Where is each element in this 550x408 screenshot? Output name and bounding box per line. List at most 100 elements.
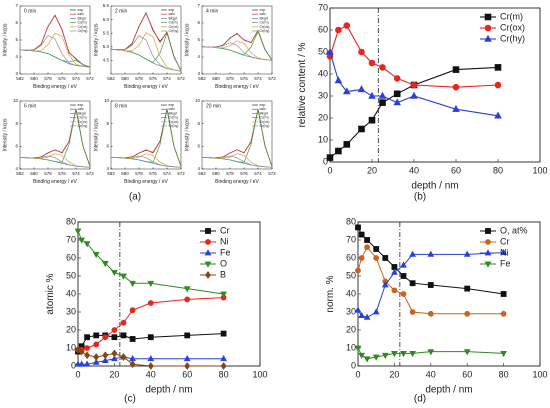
marker [427, 310, 434, 317]
y-tick-label: 10 [13, 98, 19, 103]
marker [93, 353, 100, 361]
x-tick-label: 20 [389, 369, 399, 379]
x-tick-label: 582 [198, 171, 206, 176]
x-tick-label: 578 [226, 171, 234, 176]
marker [147, 355, 155, 362]
y-tick-label: 20 [66, 324, 76, 334]
y-tick-label: 7 [15, 3, 18, 8]
legend-label: Cr(m) [500, 11, 523, 21]
x-tick-label: 576 [58, 171, 66, 176]
x-tick-label: 576 [240, 171, 248, 176]
marker [368, 116, 376, 124]
marker [326, 154, 334, 161]
y-tick-label: 80 [66, 216, 76, 226]
y-tick-label: 0 [351, 360, 356, 370]
marker [220, 291, 227, 298]
x-tick-label: 580 [212, 76, 220, 81]
legend-label: Cr(m) [260, 116, 269, 120]
marker [111, 349, 118, 358]
marker [120, 273, 127, 280]
legend-label: Cr(ox) [169, 25, 179, 29]
marker [393, 98, 402, 106]
marker [410, 81, 418, 89]
marker [83, 360, 91, 367]
y-axis-label: Intensity / kcps [184, 118, 190, 152]
marker [363, 356, 371, 363]
x-tick-label: 100 [532, 369, 547, 379]
series-line [202, 155, 273, 168]
x-axis-label: Binding energy / eV [33, 84, 77, 90]
legend-label: Cr(ox) [169, 120, 179, 124]
series-line [111, 35, 182, 72]
marker [400, 273, 407, 279]
x-tick-label: 100 [252, 369, 267, 379]
x-axis-label: depth / nm [425, 385, 472, 396]
marker [400, 261, 407, 268]
x-axis-label: Binding energy / eV [124, 179, 168, 185]
marker [373, 246, 380, 252]
series-line [329, 24, 499, 88]
x-tick-label: 578 [135, 76, 143, 81]
marker [184, 296, 191, 303]
x-tick-label: 572 [177, 76, 185, 81]
legend-marker [484, 13, 492, 21]
y-tick-label: 6 [15, 144, 18, 149]
legend-marker [204, 249, 212, 256]
marker [400, 291, 407, 297]
legend-label: calc [169, 12, 176, 16]
marker [120, 319, 127, 326]
marker [500, 351, 507, 358]
marker [147, 362, 154, 370]
marker [75, 345, 81, 354]
marker [378, 91, 387, 99]
legend-label: Cr(m) [260, 21, 269, 25]
legend-marker [485, 228, 491, 234]
x-tick-label: 80 [493, 165, 503, 175]
marker [335, 147, 342, 155]
x-tick-label: 100 [532, 165, 547, 175]
x-tick-label: 574 [254, 171, 262, 176]
marker [452, 83, 460, 91]
x-tick-label: 576 [149, 76, 157, 81]
y-axis-label: atomic % [45, 273, 56, 314]
marker [129, 360, 136, 369]
x-tick-label: 60 [462, 369, 472, 379]
series-line [20, 155, 91, 168]
legend-label: calc [78, 107, 85, 111]
legend-label: O, at% [500, 225, 528, 235]
series-line [329, 51, 499, 117]
series-line [111, 32, 182, 72]
plot-frame [329, 7, 541, 163]
x-tick-label: 40 [409, 165, 419, 175]
marker [358, 255, 365, 261]
y-tick-label: 20 [346, 324, 356, 334]
legend-label: exp [169, 8, 175, 12]
marker [111, 327, 118, 333]
panel-title: 4 min [206, 8, 218, 14]
marker [335, 26, 342, 34]
legend-marker [484, 249, 492, 256]
panel-title: 2 min [115, 8, 127, 14]
legend-label: Cr(hy) [78, 29, 88, 33]
x-tick-label: 580 [121, 76, 129, 81]
legend-label: exp [78, 103, 84, 107]
legend-label: Bkgd [260, 16, 268, 20]
legend-label: Cr(hy) [169, 124, 179, 128]
y-tick-label: 0 [71, 360, 76, 370]
marker [400, 351, 407, 358]
series-line [202, 42, 273, 61]
marker [391, 268, 398, 275]
legend-label: Cr(ox) [260, 120, 270, 124]
marker [334, 76, 343, 84]
marker [184, 332, 191, 339]
x-tick-label: 574 [254, 76, 262, 81]
marker [92, 358, 100, 365]
y-tick-label: 70 [66, 234, 76, 244]
y-tick-label: 3 [15, 71, 18, 76]
marker [409, 250, 416, 257]
series-line [20, 35, 91, 68]
y-tick-label: 0 [323, 156, 328, 166]
panel-title: 0 min [24, 8, 36, 14]
marker [74, 228, 82, 235]
x-tick-label: 572 [177, 171, 185, 176]
